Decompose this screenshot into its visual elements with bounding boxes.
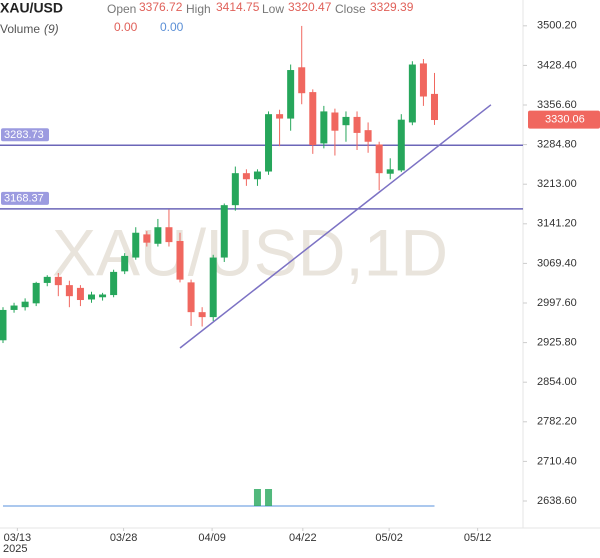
candle-body [198,312,206,318]
watermark: XAU/USD,1D [52,215,448,289]
y-tick-label: 2925.80 [537,337,577,349]
candle-body [397,119,405,171]
y-tick-label: 2782.20 [537,416,577,428]
close-value: 3329.39 [370,0,414,14]
candle-body [43,276,51,283]
volume-value: 0.00 [160,20,184,34]
last-price-box [528,110,600,129]
candle-body [375,144,383,174]
candle-body [430,93,438,121]
chart-title: XAU/USD [0,0,63,16]
candle-body [176,241,184,280]
candle-body [21,301,29,308]
y-tick-label: 3428.40 [537,59,577,71]
candle-body [386,169,394,174]
candle-body [276,114,284,119]
open-value: 3376.72 [139,0,183,14]
candle-body [309,92,317,146]
x-tick-label: 04/09 [198,532,226,544]
y-tick-label: 3284.80 [537,139,577,151]
volume-label: Volume [0,22,40,36]
volume-period: (9) [44,22,59,36]
candle-body [154,227,162,244]
low-value: 3320.47 [288,0,332,14]
candle-body [331,112,339,131]
volume-bar [265,489,273,506]
line-label: 3283.73 [4,129,44,141]
candle-body [99,294,107,298]
candle-body [165,227,173,243]
candle-body [408,64,416,123]
y-tick-label: 2710.40 [537,455,577,467]
candle-body [110,271,118,296]
high-value: 3414.75 [216,0,260,14]
y-tick-label: 3141.20 [537,218,577,230]
x-tick-label: 04/22 [289,532,317,544]
candle-body [353,116,361,133]
y-tick-label: 3356.60 [537,99,577,111]
x-tick-label: 05/02 [375,532,403,544]
candle-body [287,70,295,119]
candle-body [231,173,239,206]
candle-body [253,171,261,180]
candle-body [76,287,84,301]
candle-body [298,67,306,94]
open-label: Open [107,2,136,16]
x-tick-label: 03/28 [110,532,138,544]
high-label: High [186,2,211,16]
x-tick-label: 05/12 [464,532,492,544]
trend-line [179,104,492,349]
volume-value: 0.00 [114,20,138,34]
y-tick-label: 2854.00 [537,376,577,388]
candle-body [220,205,228,258]
line-label-box [1,191,49,205]
y-tick-label: 3069.40 [537,257,577,269]
candle-body [342,116,350,126]
low-label: Low [262,2,284,16]
candle-body [65,285,73,297]
year-label: 2025 [3,543,27,555]
candle-body [265,114,273,172]
candle-body [121,255,129,272]
candle-body [132,232,140,258]
candle-body [419,63,427,97]
candle-body [0,309,7,341]
candle-body [320,111,328,144]
volume-bar [253,489,261,506]
candle-body [10,305,18,310]
line-label: 3168.37 [4,193,44,205]
candle-body [364,130,372,142]
candle-body [209,257,217,318]
y-tick-label: 2638.60 [537,495,577,507]
candle-body [88,294,96,300]
line-label-box [1,128,49,142]
x-tick-label: 03/13 [4,532,32,544]
candle-body [242,173,250,180]
candle-body [32,282,40,304]
candle-body [143,234,151,243]
candle-body [54,276,62,286]
plot-area: 3500.20 3428.40 3356.60 3284.80 3213.00 3141.… [0,20,600,544]
y-tick-label: 2997.60 [537,297,577,309]
y-tick-label: 3213.00 [537,178,577,190]
last-price-label: 3330.06 [545,114,585,126]
y-tick-label: 3500.20 [537,20,577,32]
candle-body [187,282,195,313]
close-label: Close [335,2,366,16]
